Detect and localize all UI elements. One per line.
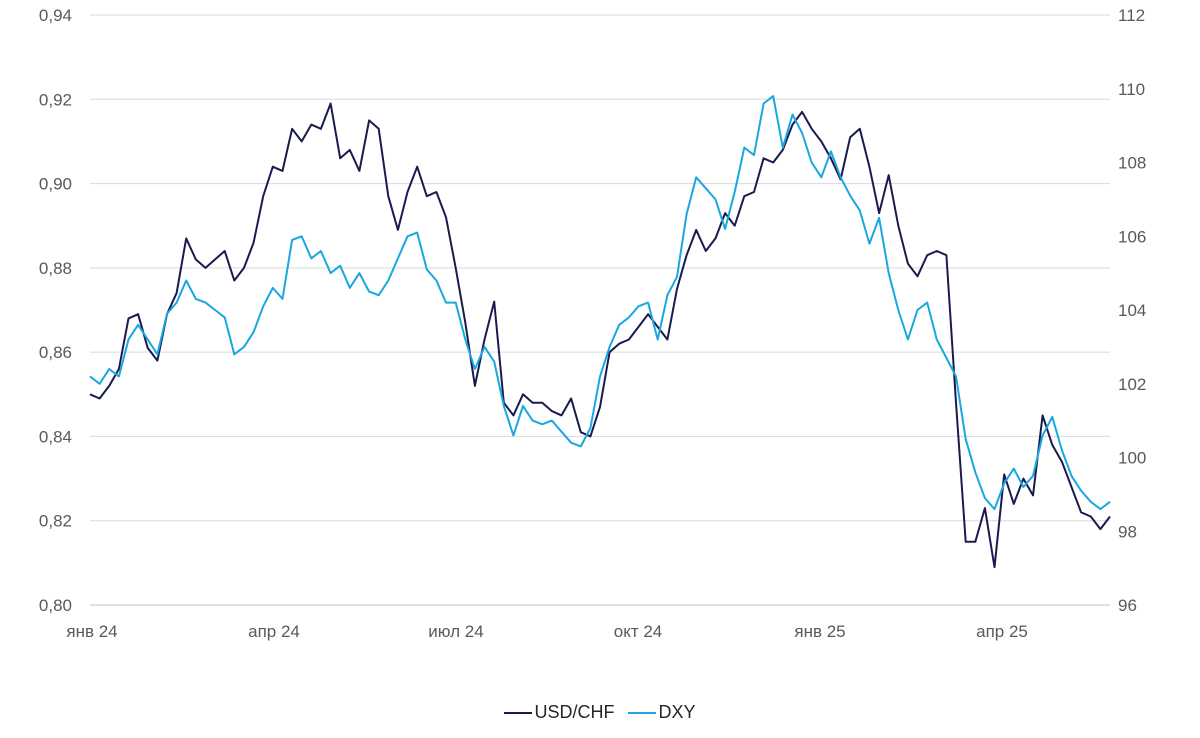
legend-item-dxy: DXY xyxy=(628,702,696,723)
legend-item-usdchf: USD/CHF xyxy=(504,702,614,723)
series-lines xyxy=(89,95,1111,569)
x-axis-tick-labels: янв 24 апр 24 июл 24 окт 24 янв 25 апр 25 xyxy=(66,622,1028,641)
left-tick-label: 0,84 xyxy=(39,427,72,446)
x-tick-label: янв 24 xyxy=(66,622,117,641)
right-tick-label: 104 xyxy=(1118,301,1146,320)
x-tick-label: апр 24 xyxy=(248,622,300,641)
right-axis-tick-labels: 96 98 100 102 104 106 108 110 112 xyxy=(1118,6,1146,615)
right-tick-label: 112 xyxy=(1118,6,1145,25)
left-tick-label: 0,86 xyxy=(39,343,72,362)
legend: USD/CHF DXY xyxy=(0,702,1200,723)
dxy-swatch xyxy=(628,711,657,714)
left-axis-tick-labels: 0,80 0,82 0,84 0,86 0,88 0,90 0,92 0,94 xyxy=(39,6,72,615)
left-tick-label: 0,90 xyxy=(39,175,72,194)
usdchf-swatch xyxy=(504,711,533,714)
left-tick-label: 0,94 xyxy=(39,6,72,25)
left-tick-label: 0,88 xyxy=(39,259,72,278)
x-tick-label: апр 25 xyxy=(976,622,1028,641)
gridlines xyxy=(90,14,1110,606)
left-tick-label: 0,82 xyxy=(39,512,72,531)
legend-label-dxy: DXY xyxy=(658,702,696,722)
left-tick-label: 0,92 xyxy=(39,90,72,109)
right-tick-label: 110 xyxy=(1118,80,1145,99)
x-tick-label: окт 24 xyxy=(614,622,663,641)
right-tick-label: 96 xyxy=(1118,596,1137,615)
x-tick-label: июл 24 xyxy=(428,622,483,641)
series-line-dxy xyxy=(89,95,1111,511)
right-tick-label: 108 xyxy=(1118,154,1146,173)
right-tick-label: 106 xyxy=(1118,227,1146,246)
legend-label-usdchf: USD/CHF xyxy=(534,702,615,722)
right-tick-label: 100 xyxy=(1118,449,1146,468)
x-tick-label: янв 25 xyxy=(794,622,845,641)
series-line-usd-chf xyxy=(89,102,1111,569)
right-tick-label: 98 xyxy=(1118,522,1137,541)
left-tick-label: 0,80 xyxy=(39,596,72,615)
right-tick-label: 102 xyxy=(1118,375,1146,394)
line-chart: 0,80 0,82 0,84 0,86 0,88 0,90 0,92 0,94 96 98 100… xyxy=(39,6,1146,641)
